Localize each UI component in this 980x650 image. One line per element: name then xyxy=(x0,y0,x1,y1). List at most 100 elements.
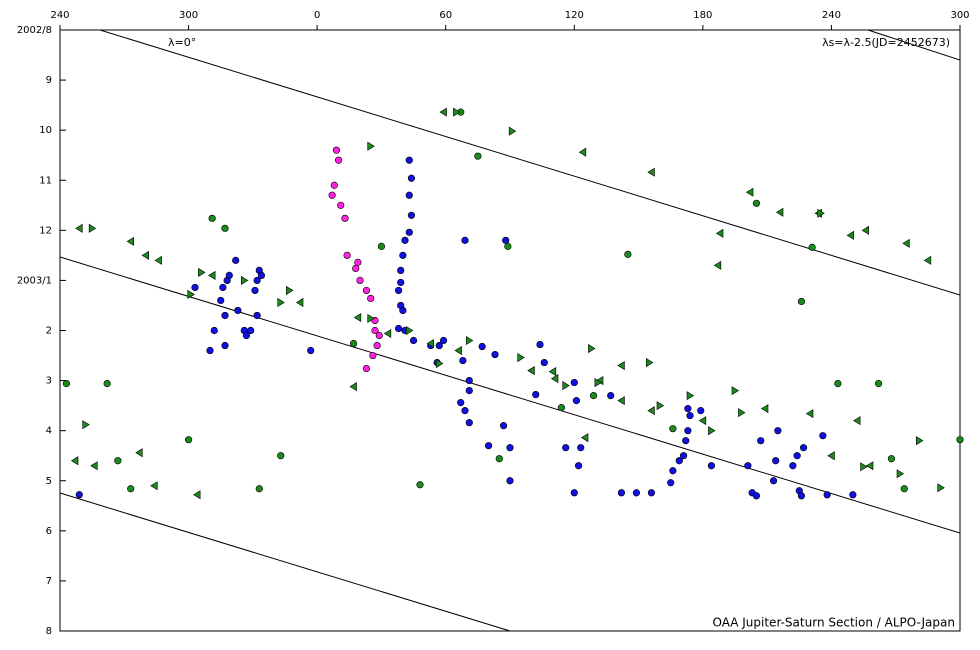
y-tick-label: 12 xyxy=(39,225,52,236)
point xyxy=(502,236,510,244)
point xyxy=(247,326,255,335)
point xyxy=(923,255,932,265)
point xyxy=(416,481,424,489)
point xyxy=(594,378,602,388)
point xyxy=(744,462,752,470)
point xyxy=(257,271,266,280)
point xyxy=(667,479,675,487)
point xyxy=(580,433,589,443)
annotation: λ=0° xyxy=(168,36,196,49)
point xyxy=(679,452,688,460)
point xyxy=(578,147,587,157)
point xyxy=(896,469,905,479)
y-tick-label: 2002/8 xyxy=(17,25,52,36)
point xyxy=(752,492,761,500)
point xyxy=(708,426,716,436)
point xyxy=(362,364,371,373)
point xyxy=(827,451,835,461)
point xyxy=(295,297,304,307)
point xyxy=(772,457,780,465)
point xyxy=(548,367,557,377)
point xyxy=(225,271,233,280)
point xyxy=(499,422,508,430)
point xyxy=(426,338,435,349)
point xyxy=(377,242,386,250)
point xyxy=(234,306,242,315)
point xyxy=(435,359,444,369)
point xyxy=(617,361,625,371)
point xyxy=(454,345,462,356)
point xyxy=(150,481,158,491)
point xyxy=(70,456,79,466)
point xyxy=(789,462,797,470)
point xyxy=(562,381,570,391)
point xyxy=(405,191,413,199)
point xyxy=(574,462,583,470)
point xyxy=(114,457,122,465)
point xyxy=(686,412,694,420)
drift-line xyxy=(60,256,960,534)
point xyxy=(349,339,358,348)
point xyxy=(405,325,414,336)
point xyxy=(371,326,379,335)
point xyxy=(219,283,227,292)
point xyxy=(517,353,525,363)
point xyxy=(532,391,540,399)
point xyxy=(491,350,499,359)
point xyxy=(217,296,225,305)
point xyxy=(334,156,343,164)
point xyxy=(154,255,162,265)
point xyxy=(956,436,964,444)
point xyxy=(255,485,263,493)
drift-line xyxy=(99,30,960,296)
x-tick-label: 0 xyxy=(314,10,320,21)
x-tick-label: 300 xyxy=(179,10,198,21)
point xyxy=(570,489,578,497)
point xyxy=(550,374,559,384)
point xyxy=(405,156,413,164)
point xyxy=(221,311,229,320)
point xyxy=(461,236,469,244)
point xyxy=(375,331,383,340)
point xyxy=(373,341,381,350)
point xyxy=(141,250,150,260)
point xyxy=(251,286,259,295)
point xyxy=(353,312,362,323)
point xyxy=(82,420,90,430)
point xyxy=(808,243,816,251)
point xyxy=(713,260,722,270)
point xyxy=(184,436,193,444)
drift-line xyxy=(867,30,960,61)
point xyxy=(849,491,857,499)
point xyxy=(88,223,97,233)
point xyxy=(221,341,229,350)
point xyxy=(698,416,707,426)
point xyxy=(352,264,360,272)
drift-lines xyxy=(60,30,960,631)
point xyxy=(887,455,896,463)
point xyxy=(589,392,598,400)
point xyxy=(478,342,486,351)
point xyxy=(208,214,216,222)
y-tick-label: 2 xyxy=(46,326,52,337)
point xyxy=(367,141,375,151)
point xyxy=(242,331,251,340)
credit: OAA Jupiter-Saturn Section / ALPO-Japan xyxy=(712,616,955,630)
y-tick-label: 10 xyxy=(39,125,52,136)
point xyxy=(731,386,740,396)
point xyxy=(349,382,357,392)
point xyxy=(330,181,338,189)
point xyxy=(191,283,199,292)
point xyxy=(697,407,705,415)
x-tick-label: 120 xyxy=(565,10,584,21)
point xyxy=(769,477,778,485)
point xyxy=(474,152,482,160)
point xyxy=(506,444,514,452)
annotation: λs=λ-2.5(JD=2452673) xyxy=(822,36,950,49)
point xyxy=(210,326,218,335)
point xyxy=(399,306,407,315)
point xyxy=(506,477,514,485)
y-tick-label: 4 xyxy=(46,426,52,437)
point xyxy=(135,448,143,458)
point xyxy=(206,346,214,355)
